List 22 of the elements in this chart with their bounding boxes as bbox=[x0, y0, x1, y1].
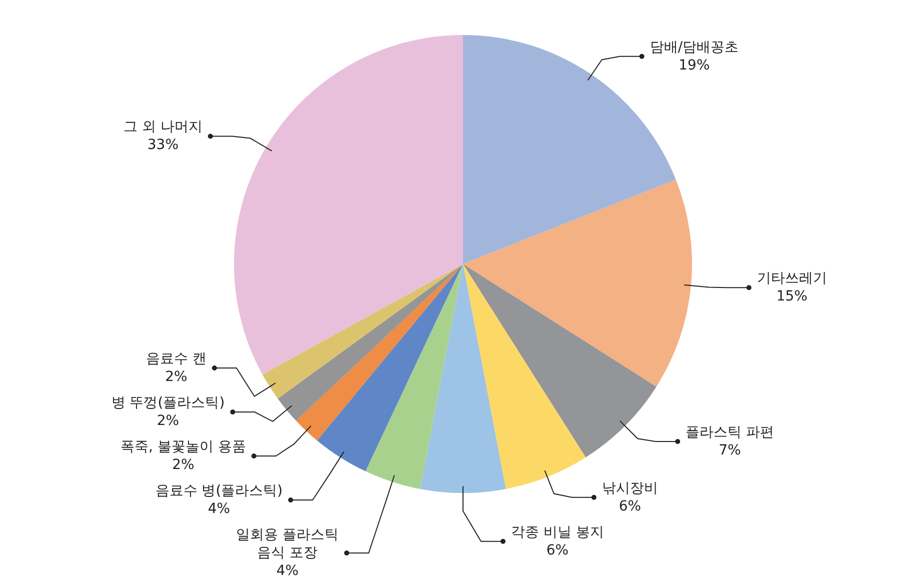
slice-label: 그 외 나머지 bbox=[123, 119, 202, 136]
slice-label: 음료수 캔 bbox=[146, 350, 206, 367]
data-label: 2% bbox=[165, 368, 188, 385]
slice-label: 담배/담배꽁초 bbox=[650, 39, 739, 56]
data-label: 19% bbox=[678, 57, 710, 74]
data-label: 15% bbox=[776, 288, 808, 304]
slice-label: 병 뚜껑(플라스틱) bbox=[111, 394, 225, 411]
data-label: 2% bbox=[156, 412, 180, 429]
data-label: 6% bbox=[618, 498, 642, 514]
data-label: 4% bbox=[208, 500, 230, 517]
slice-label: 각종 비닐 봉지 bbox=[511, 524, 604, 540]
slice-label: 음료수 병(플라스틱) bbox=[155, 482, 283, 499]
data-label: 33% bbox=[147, 137, 179, 154]
slice-label: 폭죽, 불꽃놀이 용품 bbox=[120, 438, 246, 455]
slice-label: 플라스틱 파편 bbox=[686, 424, 774, 440]
data-label: 2% bbox=[172, 456, 194, 473]
slice-label: 낚시장비 bbox=[602, 480, 658, 496]
data-label: 6% bbox=[546, 542, 569, 558]
data-label: 4% bbox=[276, 562, 299, 579]
slice-label: 일회용 플라스틱 음식 포장 bbox=[236, 526, 339, 561]
data-label: 7% bbox=[718, 442, 741, 458]
slice-label: 기타쓰레기 bbox=[756, 270, 827, 286]
